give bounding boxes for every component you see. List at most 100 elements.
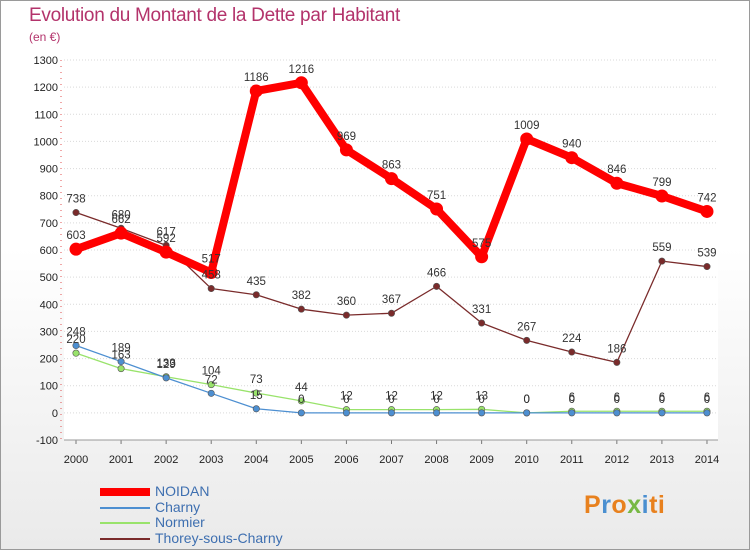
data-point bbox=[207, 389, 215, 397]
data-label: 435 bbox=[247, 276, 266, 288]
data-label: 466 bbox=[427, 267, 446, 279]
logo-letter: P bbox=[584, 491, 602, 519]
data-point bbox=[294, 76, 308, 90]
data-point bbox=[117, 365, 125, 373]
data-label: 0 bbox=[614, 394, 620, 406]
data-label: 517 bbox=[202, 254, 221, 266]
data-point bbox=[433, 409, 441, 417]
data-label: 6 bbox=[569, 392, 575, 404]
data-label: 1216 bbox=[289, 64, 315, 76]
legend-label: NOIDAN bbox=[155, 483, 210, 499]
data-label: 0 bbox=[569, 394, 575, 406]
data-point bbox=[69, 242, 83, 256]
x-tick-label: 2011 bbox=[560, 454, 584, 466]
y-tick-label: 900 bbox=[40, 164, 58, 176]
data-label: 189 bbox=[111, 343, 130, 355]
data-label: 603 bbox=[66, 230, 85, 242]
data-point bbox=[703, 409, 711, 417]
data-label: 133 bbox=[157, 358, 176, 370]
data-label: 163 bbox=[111, 350, 130, 362]
data-point bbox=[520, 132, 534, 146]
data-point bbox=[252, 389, 260, 397]
x-tick-label: 2010 bbox=[514, 454, 538, 466]
y-tick-label: 1300 bbox=[34, 55, 58, 67]
data-label: 799 bbox=[652, 177, 671, 189]
data-label: 73 bbox=[250, 374, 263, 386]
y-tick-label: 300 bbox=[40, 326, 58, 338]
data-point bbox=[72, 209, 80, 217]
data-label: 129 bbox=[157, 359, 176, 371]
legend-swatch bbox=[100, 506, 150, 509]
data-label: 0 bbox=[704, 394, 710, 406]
data-point bbox=[162, 374, 170, 382]
data-label: 0 bbox=[478, 394, 484, 406]
y-tick-label: 400 bbox=[40, 299, 58, 311]
y-tick-label: 1000 bbox=[34, 136, 58, 148]
data-label: 12 bbox=[340, 391, 353, 403]
data-label: 0 bbox=[388, 394, 394, 406]
y-tick-label: 1100 bbox=[34, 109, 58, 121]
x-tick-label: 2014 bbox=[695, 454, 719, 466]
data-label: 969 bbox=[337, 131, 356, 143]
data-label: 662 bbox=[111, 214, 130, 226]
data-label: 617 bbox=[157, 226, 176, 238]
data-label: 742 bbox=[697, 192, 716, 204]
data-point bbox=[430, 202, 444, 216]
y-tick-label: 0 bbox=[52, 408, 58, 420]
legend-label: Thorey-sous-Charny bbox=[155, 529, 283, 546]
x-tick-label: 2013 bbox=[650, 454, 674, 466]
data-label: 367 bbox=[382, 294, 401, 306]
legend-label: Normier bbox=[155, 514, 205, 530]
chart-subtitle: (en €) bbox=[29, 30, 61, 44]
legend-swatch bbox=[100, 537, 150, 540]
data-label: 592 bbox=[157, 233, 176, 245]
x-tick-label: 2001 bbox=[109, 454, 133, 466]
logo-letter: i bbox=[641, 491, 650, 519]
data-label: 6 bbox=[614, 392, 620, 404]
data-point bbox=[700, 204, 714, 218]
x-tick-label: 2012 bbox=[605, 454, 629, 466]
x-tick-label: 2005 bbox=[289, 454, 313, 466]
y-tick-label: 200 bbox=[40, 354, 58, 366]
x-tick-label: 2003 bbox=[199, 454, 223, 466]
data-point bbox=[568, 348, 576, 356]
data-label: 738 bbox=[66, 194, 85, 206]
data-label: 0 bbox=[659, 394, 665, 406]
data-point bbox=[384, 172, 398, 186]
data-label: 539 bbox=[697, 248, 716, 260]
data-label: 186 bbox=[607, 343, 626, 355]
data-point bbox=[252, 291, 260, 299]
y-tick-label: -100 bbox=[36, 435, 58, 447]
data-label: 15 bbox=[250, 390, 263, 402]
data-point bbox=[207, 381, 215, 389]
data-label: 0 bbox=[433, 394, 439, 406]
data-point bbox=[523, 409, 531, 417]
logo-letter: r bbox=[601, 491, 612, 519]
data-label: 863 bbox=[382, 160, 401, 172]
data-point bbox=[207, 285, 215, 293]
y-tick-label: 600 bbox=[40, 245, 58, 257]
data-point bbox=[342, 311, 350, 319]
x-tick-label: 2002 bbox=[154, 454, 178, 466]
data-label: 382 bbox=[292, 290, 311, 302]
data-label: 680 bbox=[111, 209, 130, 221]
data-label: 575 bbox=[472, 238, 491, 250]
data-point bbox=[297, 305, 305, 313]
x-tick-label: 2008 bbox=[424, 454, 448, 466]
x-tick-label: 2009 bbox=[469, 454, 493, 466]
data-point bbox=[342, 409, 350, 417]
data-point bbox=[658, 257, 666, 265]
data-point bbox=[204, 266, 218, 280]
data-point bbox=[703, 263, 711, 271]
data-point bbox=[387, 409, 395, 417]
data-point bbox=[433, 282, 441, 290]
data-label: 6 bbox=[659, 392, 665, 404]
data-label: 13 bbox=[475, 390, 488, 402]
data-point bbox=[72, 342, 80, 350]
logo-letter: i bbox=[657, 491, 666, 519]
data-point bbox=[613, 358, 621, 366]
data-label: 846 bbox=[607, 164, 626, 176]
data-point bbox=[478, 319, 486, 327]
logo-letter: o bbox=[611, 491, 628, 519]
